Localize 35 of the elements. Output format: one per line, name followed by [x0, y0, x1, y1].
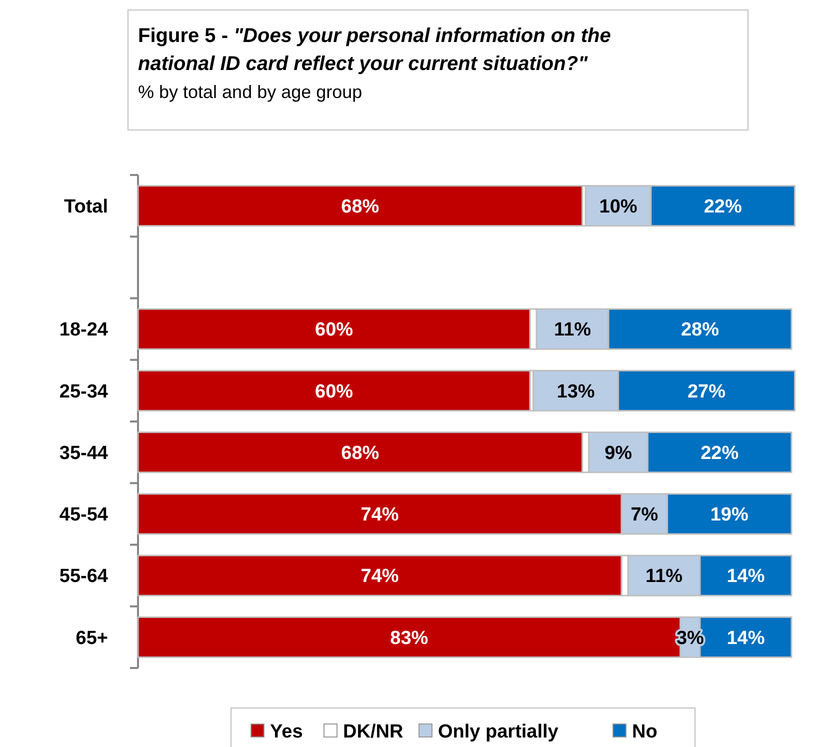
y-tick-label: 55-64 — [59, 566, 108, 588]
y-tick-label: 18-24 — [59, 320, 108, 341]
data-label: 27% — [688, 381, 726, 402]
data-label: 11% — [646, 566, 683, 588]
chart-title: Figure 5 - "Does your personal information on the national ID card reflect your current situation?" — [138, 25, 611, 75]
data-label: 83% — [390, 628, 428, 649]
data-label: 60% — [315, 320, 354, 341]
y-tick-label: 25-34 — [59, 381, 108, 402]
data-label: 28% — [680, 320, 720, 341]
data-label: 68% — [341, 442, 380, 464]
data-label: 60% — [315, 381, 354, 402]
bar — [137, 370, 531, 412]
y-tick-label: 45-54 — [59, 504, 108, 526]
y-tick-label: 65+ — [76, 628, 108, 649]
data-label: 9% — [604, 442, 632, 464]
data-label: 10% — [599, 196, 638, 218]
y-tick-label: 35-44 — [59, 442, 108, 464]
data-label: 74% — [360, 566, 399, 588]
legend-label: Yes — [270, 722, 303, 743]
legend-label: Only partially — [438, 722, 559, 743]
bar — [137, 185, 584, 227]
legend-label: No — [632, 722, 658, 743]
y-tick-label: Total — [64, 196, 108, 218]
data-label: 68% — [341, 196, 380, 218]
data-label: 22% — [700, 442, 739, 464]
data-label: 11% — [554, 320, 592, 341]
data-label: 22% — [704, 196, 742, 218]
chart-subtitle: % by total and by age group — [138, 82, 362, 102]
text: DK/NR — [343, 722, 404, 743]
data-label: 7% — [630, 504, 658, 526]
data-label: 19% — [710, 504, 749, 526]
data-label: 14% — [726, 566, 765, 588]
data-label: 13% — [556, 381, 595, 402]
data-label: 14% — [726, 628, 765, 649]
data-label: 74% — [360, 504, 399, 526]
